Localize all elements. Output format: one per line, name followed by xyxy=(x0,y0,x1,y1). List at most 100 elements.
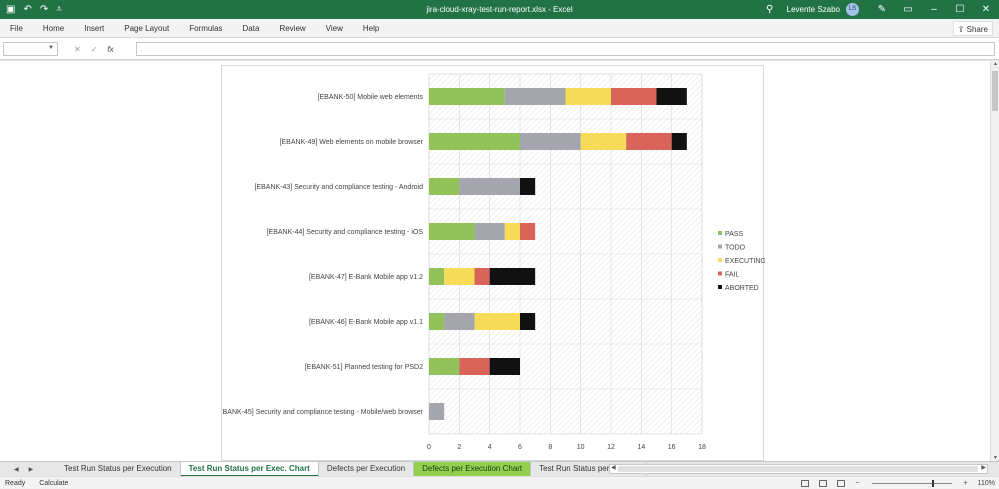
page-break-view-icon[interactable] xyxy=(837,480,846,487)
bar-segment xyxy=(520,178,536,195)
chevron-down-icon[interactable]: ▼ xyxy=(48,45,54,51)
sheet-tab[interactable]: Test Run Status per Execution xyxy=(56,462,181,477)
category-label: [EBANK-47] E-Bank Mobile app v1.2 xyxy=(309,274,423,281)
undo-icon[interactable]: ↶ xyxy=(23,4,32,15)
menu-view[interactable]: View xyxy=(325,24,343,33)
pen-icon[interactable]: ✎ xyxy=(877,4,887,15)
bar-segment xyxy=(489,358,520,375)
menu-help[interactable]: Help xyxy=(362,24,380,33)
x-tick-label: 2 xyxy=(457,444,461,451)
menu-formulas[interactable]: Formulas xyxy=(189,24,223,33)
menu-data[interactable]: Data xyxy=(242,24,260,33)
legend-swatch xyxy=(718,271,722,276)
category-label: [EBANK-46] E-Bank Mobile app v1.1 xyxy=(309,319,423,326)
menu-file[interactable]: File xyxy=(10,24,23,33)
horizontal-scroll-thumb[interactable] xyxy=(618,466,978,472)
bar-segment xyxy=(444,268,475,285)
title-bar-controls: ⚲ Levente Szabo LS ✎ ▭ – ☐ ✕ xyxy=(757,0,999,19)
sheet-tab-bar: ◀ ▶ Test Run Status per Execution Test R… xyxy=(0,461,999,477)
zoom-slider-knob[interactable] xyxy=(931,480,934,487)
x-tick-label: 10 xyxy=(577,444,585,451)
legend-label: TODO xyxy=(725,245,746,252)
menu-home[interactable]: Home xyxy=(42,24,65,33)
customize-toolbar-icon[interactable]: ⩡ xyxy=(56,4,62,15)
legend-label: ABORTED xyxy=(725,285,759,292)
redo-icon[interactable]: ↷ xyxy=(39,4,49,15)
x-tick-label: 16 xyxy=(668,444,676,451)
vertical-scroll-thumb[interactable] xyxy=(992,71,998,111)
scroll-down-icon[interactable]: ▼ xyxy=(993,455,998,461)
zoom-slider[interactable] xyxy=(871,480,952,487)
bar-segment xyxy=(429,223,475,240)
menu-insert[interactable]: Insert xyxy=(84,24,105,33)
normal-view-icon[interactable] xyxy=(801,480,810,487)
vertical-scrollbar[interactable]: ▲ ▼ xyxy=(990,61,999,461)
share-label: Share xyxy=(966,25,988,34)
ribbon-tab-list: File Home Insert Page Layout Formulas Da… xyxy=(0,19,389,38)
bar-segment xyxy=(474,268,490,285)
minimize-button[interactable]: – xyxy=(931,4,937,15)
sheet-tab-active[interactable]: Test Run Status per Exec. Chart xyxy=(180,462,319,477)
status-ready: Ready xyxy=(5,480,26,487)
x-tick-label: 18 xyxy=(698,444,706,451)
stacked-bar-chart[interactable]: 0 2 4 6 8 10 12 14 16 18 [EBANK-50] Mobile web ele… xyxy=(221,65,765,461)
formula-buttons: ✕ ✓ fx xyxy=(66,42,122,56)
legend-label: FAIL xyxy=(725,272,740,279)
worksheet-area[interactable]: 0 2 4 6 8 10 12 14 16 18 [EBANK-50] Mobile web ele… xyxy=(0,61,990,461)
insert-function-button[interactable]: fx xyxy=(107,44,114,54)
ribbon-tabs: File Home Insert Page Layout Formulas Da… xyxy=(0,19,999,38)
zoom-in-button[interactable]: + xyxy=(963,480,968,487)
sheet-tab[interactable]: Defects per Execution xyxy=(319,462,415,477)
chart-canvas: 0 2 4 6 8 10 12 14 16 18 [EBANK-50] Mobile web ele… xyxy=(222,73,765,451)
bar-segment xyxy=(429,358,460,375)
bar-segment xyxy=(459,358,490,375)
user-name[interactable]: Levente Szabo xyxy=(786,5,840,14)
share-icon: ⇪ xyxy=(957,25,965,34)
bar-segment xyxy=(520,133,581,150)
maximize-button[interactable]: ☐ xyxy=(955,4,965,15)
legend-label: EXECUTING xyxy=(725,258,765,265)
x-tick-label: 14 xyxy=(637,444,645,451)
title-bar: ▣ ↶ ↷ ⩡ jira-cloud-xray-test-run-report.… xyxy=(0,0,999,19)
zoom-level[interactable]: 110% xyxy=(977,480,995,487)
legend-swatch xyxy=(718,244,722,249)
bar-segment xyxy=(626,133,672,150)
category-label: [EBANK-44] Security and compliance testi… xyxy=(267,229,424,236)
legend-swatch xyxy=(718,285,722,289)
close-button[interactable]: ✕ xyxy=(981,4,991,15)
bar-segment xyxy=(504,223,520,240)
x-tick-label: 12 xyxy=(607,444,615,451)
scroll-left-icon[interactable]: ◀ xyxy=(611,465,616,471)
share-button[interactable]: ⇪ Share xyxy=(952,21,993,36)
ribbon-display-icon[interactable]: ▭ xyxy=(903,4,913,15)
sheet-tab[interactable]: Defects per Execution Chart xyxy=(414,462,532,477)
legend-label: PASS xyxy=(725,231,743,238)
enter-icon[interactable]: ✓ xyxy=(90,44,98,54)
save-icon[interactable]: ▣ xyxy=(6,4,16,15)
x-tick-label: 0 xyxy=(427,444,431,451)
menu-review[interactable]: Review xyxy=(279,24,306,33)
bar-segment xyxy=(474,313,520,330)
status-right: − + 110% xyxy=(801,477,995,489)
search-icon[interactable]: ⚲ xyxy=(765,4,774,15)
scroll-right-icon[interactable]: ▶ xyxy=(981,465,986,471)
x-tick-label: 6 xyxy=(518,444,522,451)
next-sheet-icon[interactable]: ▶ xyxy=(28,467,34,473)
zoom-out-button[interactable]: − xyxy=(855,480,860,487)
name-box[interactable]: ▼ xyxy=(3,42,58,56)
calculate-button[interactable]: Calculate xyxy=(39,480,69,487)
horizontal-scrollbar[interactable]: ◀ ▶ xyxy=(609,464,988,474)
menu-page-layout[interactable]: Page Layout xyxy=(124,24,170,33)
formula-input[interactable] xyxy=(136,42,995,56)
avatar[interactable]: LS xyxy=(846,3,859,16)
quick-access-toolbar: ▣ ↶ ↷ ⩡ xyxy=(6,0,62,19)
legend-swatch xyxy=(718,258,722,262)
page-layout-view-icon[interactable] xyxy=(819,480,828,487)
prev-sheet-icon[interactable]: ◀ xyxy=(14,467,19,473)
x-tick-label: 4 xyxy=(488,444,492,451)
cancel-icon[interactable]: ✕ xyxy=(74,44,81,54)
scroll-up-icon[interactable]: ▲ xyxy=(993,61,998,67)
bar-segment xyxy=(474,223,505,240)
bar-segment xyxy=(520,223,536,240)
